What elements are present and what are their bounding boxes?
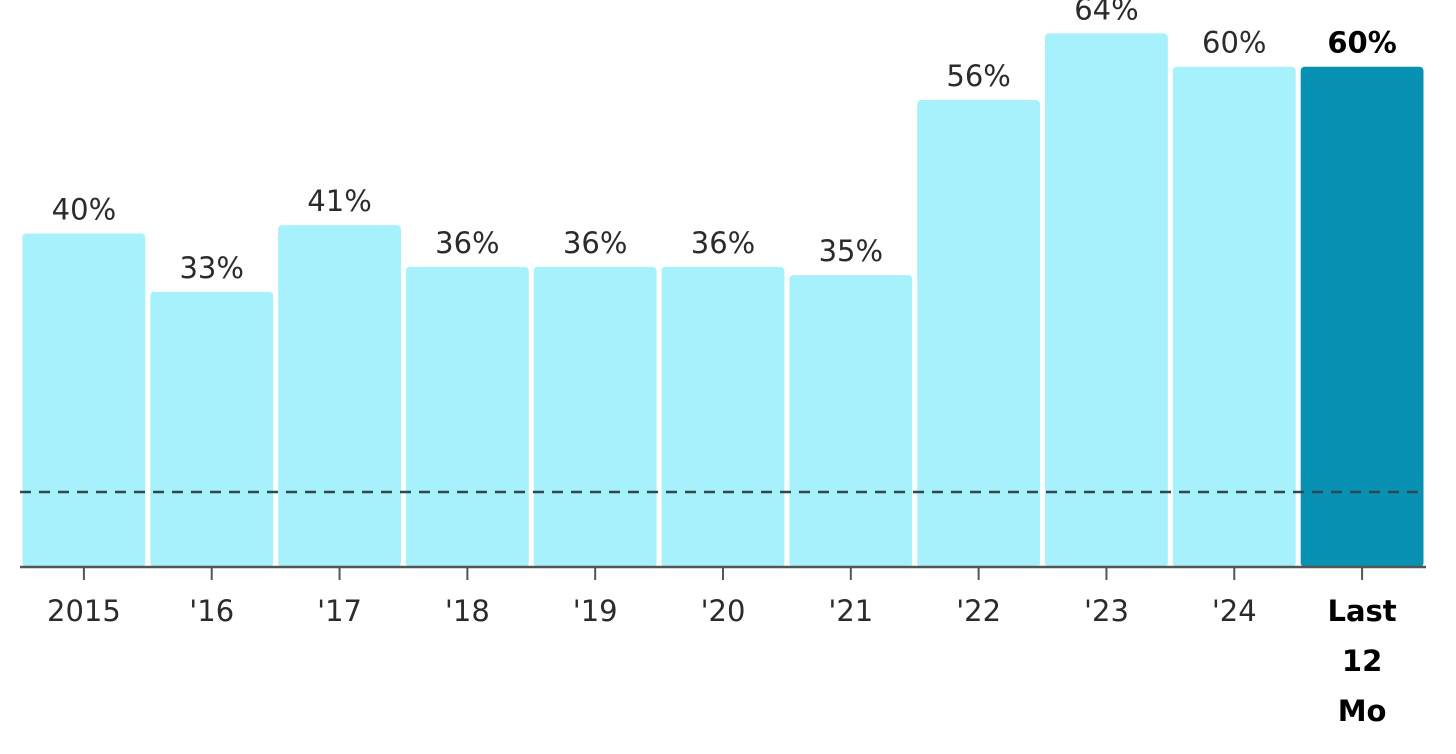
x-tick-label-line: '21 <box>828 594 873 628</box>
x-tick-label-line: '22 <box>956 594 1001 628</box>
bar-3 <box>405 266 529 567</box>
bar-value-label-8: 64% <box>1074 0 1138 26</box>
x-tick-label-line: 12 <box>1342 644 1382 678</box>
x-tick-label-8: '23 <box>1084 594 1129 628</box>
bar-value-label-10: 60% <box>1327 26 1396 60</box>
bar-value-label-7: 56% <box>946 59 1010 93</box>
x-tick-label-line: Mo <box>1338 694 1387 728</box>
x-tick-labels-group: 2015 '16 '17 '18 '19 '20 '21 '22 '23 '24 Last 12 Mo <box>47 594 1397 728</box>
bar-9 <box>1172 66 1296 568</box>
x-tick-label-line: '16 <box>189 594 234 628</box>
x-tick-label-0: 2015 <box>47 594 121 628</box>
x-tick-label-9: '24 <box>1212 594 1257 628</box>
bar-2 <box>278 225 401 567</box>
value-labels-group: 40% 33% 41% 36% 36% 36% 35% 56% 64% 60% 60% <box>52 0 1397 285</box>
bar-0 <box>22 233 146 567</box>
bar-value-label-5: 36% <box>691 226 755 260</box>
x-tick-label-line: '18 <box>445 594 490 628</box>
x-tick-label-7: '22 <box>956 594 1001 628</box>
bar-value-label-4: 36% <box>563 226 627 260</box>
x-tick-label-5: '20 <box>701 594 746 628</box>
bar-7 <box>917 100 1041 567</box>
x-ticks-group <box>82 567 1364 580</box>
x-tick-label-line: 2015 <box>47 594 121 628</box>
bar-value-label-3: 36% <box>435 226 499 260</box>
bar-10 <box>1300 66 1424 568</box>
x-tick-label-2: '17 <box>317 594 362 628</box>
bar-value-label-6: 35% <box>819 234 883 268</box>
x-tick-label-4: '19 <box>573 594 618 628</box>
bar-value-label-1: 33% <box>179 251 243 285</box>
x-tick-label-line: Last <box>1327 594 1396 628</box>
bar-4 <box>533 266 657 567</box>
bar-8 <box>1045 33 1168 567</box>
x-tick-label-3: '18 <box>445 594 490 628</box>
x-tick-label-10: Last 12 Mo <box>1327 594 1396 728</box>
x-tick-label-1: '16 <box>189 594 234 628</box>
bar-1 <box>150 291 274 567</box>
x-tick-label-line: '20 <box>701 594 746 628</box>
bar-value-label-9: 60% <box>1202 26 1266 60</box>
bar-value-label-2: 41% <box>307 184 371 218</box>
bar-5 <box>661 266 785 567</box>
x-tick-label-line: '23 <box>1084 594 1129 628</box>
x-tick-label-line: '19 <box>573 594 618 628</box>
bars-group <box>22 33 1424 568</box>
x-tick-label-6: '21 <box>828 594 873 628</box>
x-tick-label-line: '24 <box>1212 594 1257 628</box>
bar-value-label-0: 40% <box>52 192 116 226</box>
x-tick-label-line: '17 <box>317 594 362 628</box>
bar-6 <box>789 275 913 567</box>
